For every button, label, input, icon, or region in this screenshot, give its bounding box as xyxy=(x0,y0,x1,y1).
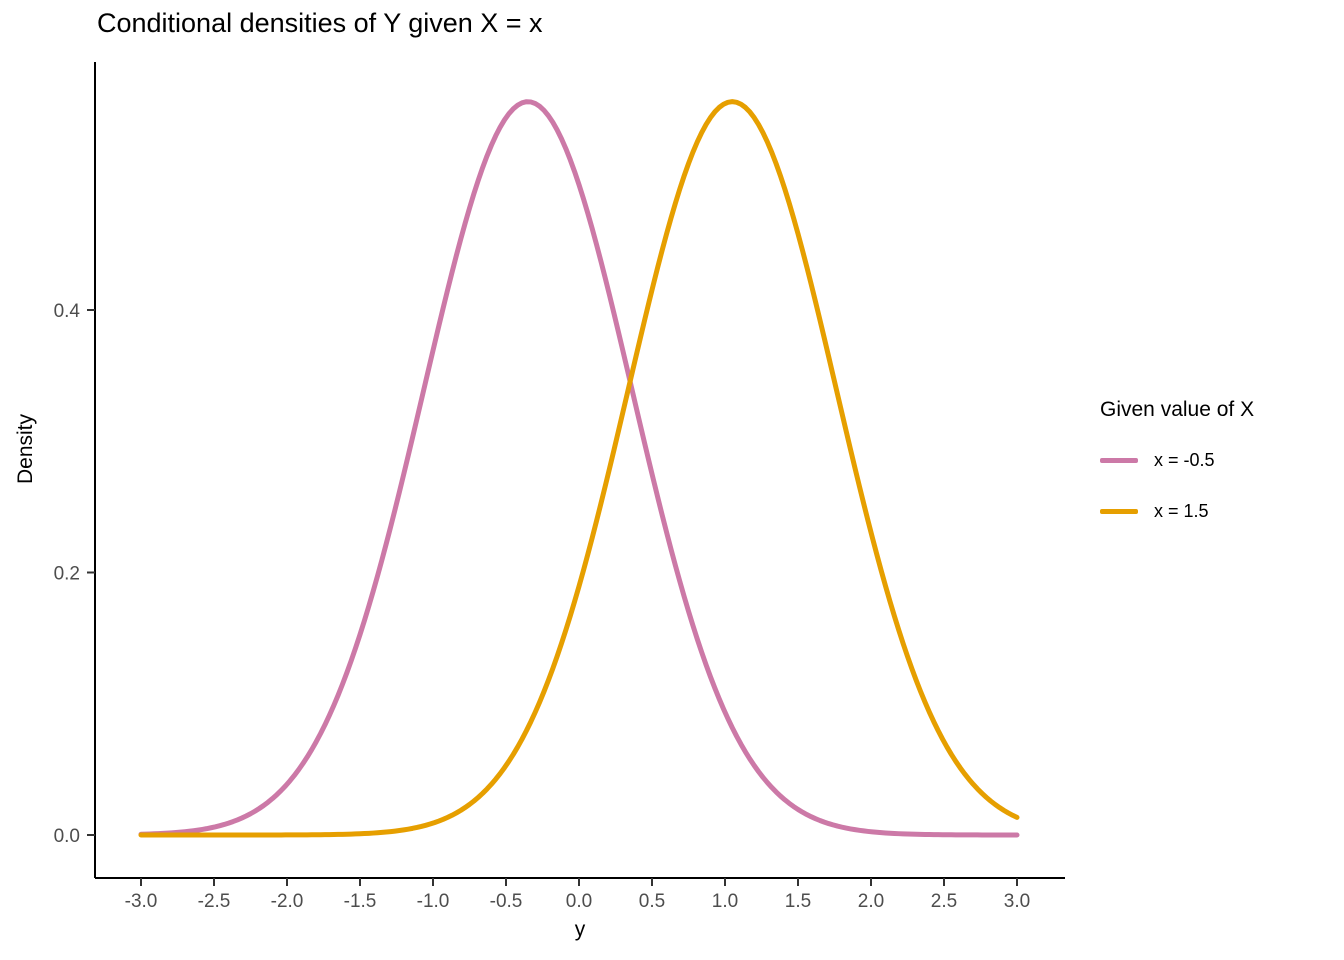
x-tick-label: -1.0 xyxy=(417,891,450,912)
legend-key-line xyxy=(1100,509,1138,514)
x-tick-label: -2.0 xyxy=(271,891,304,912)
legend-title: Given value of X xyxy=(1100,398,1255,421)
y-tick-label: 0.0 xyxy=(54,826,80,847)
x-tick-label: -2.5 xyxy=(198,891,231,912)
legend-entry: x = 1.5 xyxy=(1100,501,1254,522)
legend-entry-label: x = 1.5 xyxy=(1154,501,1209,521)
x-tick-label: 0.5 xyxy=(639,891,665,912)
x-tick-label: 1.0 xyxy=(712,891,738,912)
x-axis-title: y xyxy=(574,918,586,941)
x-tick-label: 3.0 xyxy=(1004,891,1030,912)
y-tick-label: 0.2 xyxy=(54,564,80,585)
x-tick-label: 2.5 xyxy=(931,891,957,912)
legend-entry-label: x = -0.5 xyxy=(1154,450,1215,470)
legend-entry: x = -0.5 xyxy=(1100,450,1254,471)
x-tick-label: -0.5 xyxy=(490,891,523,912)
y-axis-title: Density xyxy=(14,414,37,485)
y-tick-label: 0.4 xyxy=(54,301,81,322)
legend-key-line xyxy=(1100,458,1138,463)
x-tick-label: 0.0 xyxy=(566,891,592,912)
density-curve-x-0.5 xyxy=(138,99,1020,838)
x-tick-label: 2.0 xyxy=(858,891,884,912)
density-curve-x1.5 xyxy=(138,99,1020,838)
chart-title: Conditional densities of Y given X = x xyxy=(97,8,543,38)
x-tick-label: 1.5 xyxy=(785,891,811,912)
legend: Given value of X x = -0.5 x = 1.5 xyxy=(1100,398,1254,552)
x-tick-label: -1.5 xyxy=(344,891,377,912)
x-tick-label: -3.0 xyxy=(125,891,158,912)
